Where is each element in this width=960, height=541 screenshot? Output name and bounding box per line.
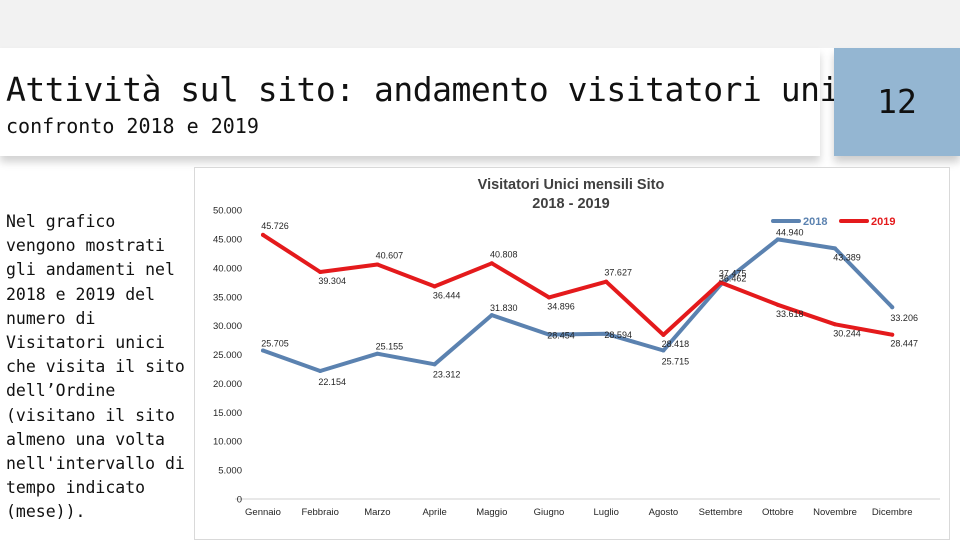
y-tick-label: 10.000 xyxy=(213,437,242,448)
x-tick-label: Settembre xyxy=(699,507,743,518)
chart-data-labels: 25.705 22.154 25.155 23.312 31.830 28.454 28.5… xyxy=(261,221,918,387)
data-point xyxy=(604,279,609,284)
data-point xyxy=(775,302,780,307)
data-point xyxy=(547,295,551,300)
chart-frame: Visitatori Unici mensili Sito 2018 - 201… xyxy=(194,167,950,540)
data-label: 40.808 xyxy=(490,249,518,259)
y-tick-label: 50.000 xyxy=(213,206,242,217)
x-tick-label: Novembre xyxy=(813,507,857,518)
data-point xyxy=(661,348,666,353)
description-text: Nel grafico vengono mostrati gli andamen… xyxy=(6,212,185,522)
data-point xyxy=(432,362,437,367)
data-label: 33.206 xyxy=(890,313,918,323)
y-tick-label: 30.000 xyxy=(213,321,242,332)
y-tick-label: 15.000 xyxy=(213,408,242,419)
legend-label-2018: 2018 xyxy=(803,216,827,228)
data-point xyxy=(489,313,494,318)
top-band xyxy=(0,0,960,48)
y-tick-label: 20.000 xyxy=(213,379,242,390)
data-label: 30.244 xyxy=(833,328,861,338)
y-tick-label: 5.000 xyxy=(218,466,242,477)
page-number-badge: 12 xyxy=(834,48,960,156)
data-point xyxy=(318,369,323,374)
data-point xyxy=(890,332,895,337)
y-tick-label: 45.000 xyxy=(213,235,242,246)
y-tick-label: 35.000 xyxy=(213,292,242,303)
x-tick-label: Agosto xyxy=(649,507,679,518)
x-tick-label: Gennaio xyxy=(245,507,281,518)
visitors-line-chart: Visitatori Unici mensili Sito 2018 - 201… xyxy=(213,177,940,518)
data-label: 25.705 xyxy=(261,339,289,349)
x-tick-label: Febbraio xyxy=(301,507,339,518)
data-label: 45.726 xyxy=(261,221,289,231)
data-label: 31.830 xyxy=(490,303,518,313)
data-point xyxy=(261,232,265,237)
data-point xyxy=(432,284,437,289)
y-tick-label: 25.000 xyxy=(213,350,242,361)
x-tick-label: Ottobre xyxy=(762,507,794,518)
data-label: 33.618 xyxy=(776,309,804,319)
legend-label-2019: 2019 xyxy=(871,216,895,228)
x-tick-label: Dicembre xyxy=(872,507,913,518)
data-point xyxy=(718,280,723,285)
x-tick-label: Luglio xyxy=(594,507,619,518)
data-point xyxy=(775,237,780,242)
page-number: 12 xyxy=(877,82,917,121)
x-tick-label: Marzo xyxy=(364,507,390,518)
data-point xyxy=(375,351,380,356)
y-tick-label: 40.000 xyxy=(213,263,242,274)
data-point xyxy=(833,246,837,251)
title-box xyxy=(0,48,820,156)
data-label: 22.154 xyxy=(318,377,346,387)
chart-legend: 2018 2019 xyxy=(771,216,895,228)
data-label: 40.607 xyxy=(376,250,404,260)
data-point xyxy=(661,332,666,337)
data-label: 34.896 xyxy=(547,301,575,311)
data-point xyxy=(890,305,895,310)
data-point xyxy=(604,331,609,336)
data-point xyxy=(261,348,265,353)
data-label: 43.389 xyxy=(833,252,861,262)
data-label: 36.444 xyxy=(433,290,461,300)
data-label: 37.475 xyxy=(719,269,747,279)
data-label: 28.454 xyxy=(547,331,575,341)
data-point xyxy=(375,262,380,267)
data-label: 25.715 xyxy=(662,356,690,366)
data-label: 28.447 xyxy=(890,339,918,349)
data-label: 37.627 xyxy=(604,268,632,278)
data-label: 44.940 xyxy=(776,227,804,237)
x-tick-label: Giugno xyxy=(534,507,565,518)
y-tick-label: 0 xyxy=(237,495,242,506)
data-point xyxy=(833,322,837,327)
chart-series-lines xyxy=(261,232,895,374)
data-label: 39.304 xyxy=(318,276,346,286)
data-label: 28.418 xyxy=(662,339,690,349)
series-line-2018 xyxy=(261,237,895,373)
data-label: 28.594 xyxy=(604,330,632,340)
data-label: 25.155 xyxy=(376,342,404,352)
data-point xyxy=(489,261,494,266)
data-label: 36.462 xyxy=(719,274,747,284)
x-tick-label: Aprile xyxy=(422,507,446,518)
data-point xyxy=(318,270,323,275)
data-point xyxy=(547,332,551,337)
data-label: 23.312 xyxy=(433,369,461,379)
page-subtitle: confronto 2018 e 2019 xyxy=(6,114,259,138)
chart-title-line-2: 2018 - 2019 xyxy=(532,196,609,212)
page-title: Attività sul sito: andamento visitatori … xyxy=(6,70,878,109)
chart-axes: 0 5.000 10.000 15.000 20.000 25.000 30.000 35.0… xyxy=(213,206,940,518)
series-line-2019 xyxy=(261,232,895,337)
x-tick-label: Maggio xyxy=(476,507,507,518)
chart-title-line-1: Visitatori Unici mensili Sito xyxy=(478,177,665,193)
